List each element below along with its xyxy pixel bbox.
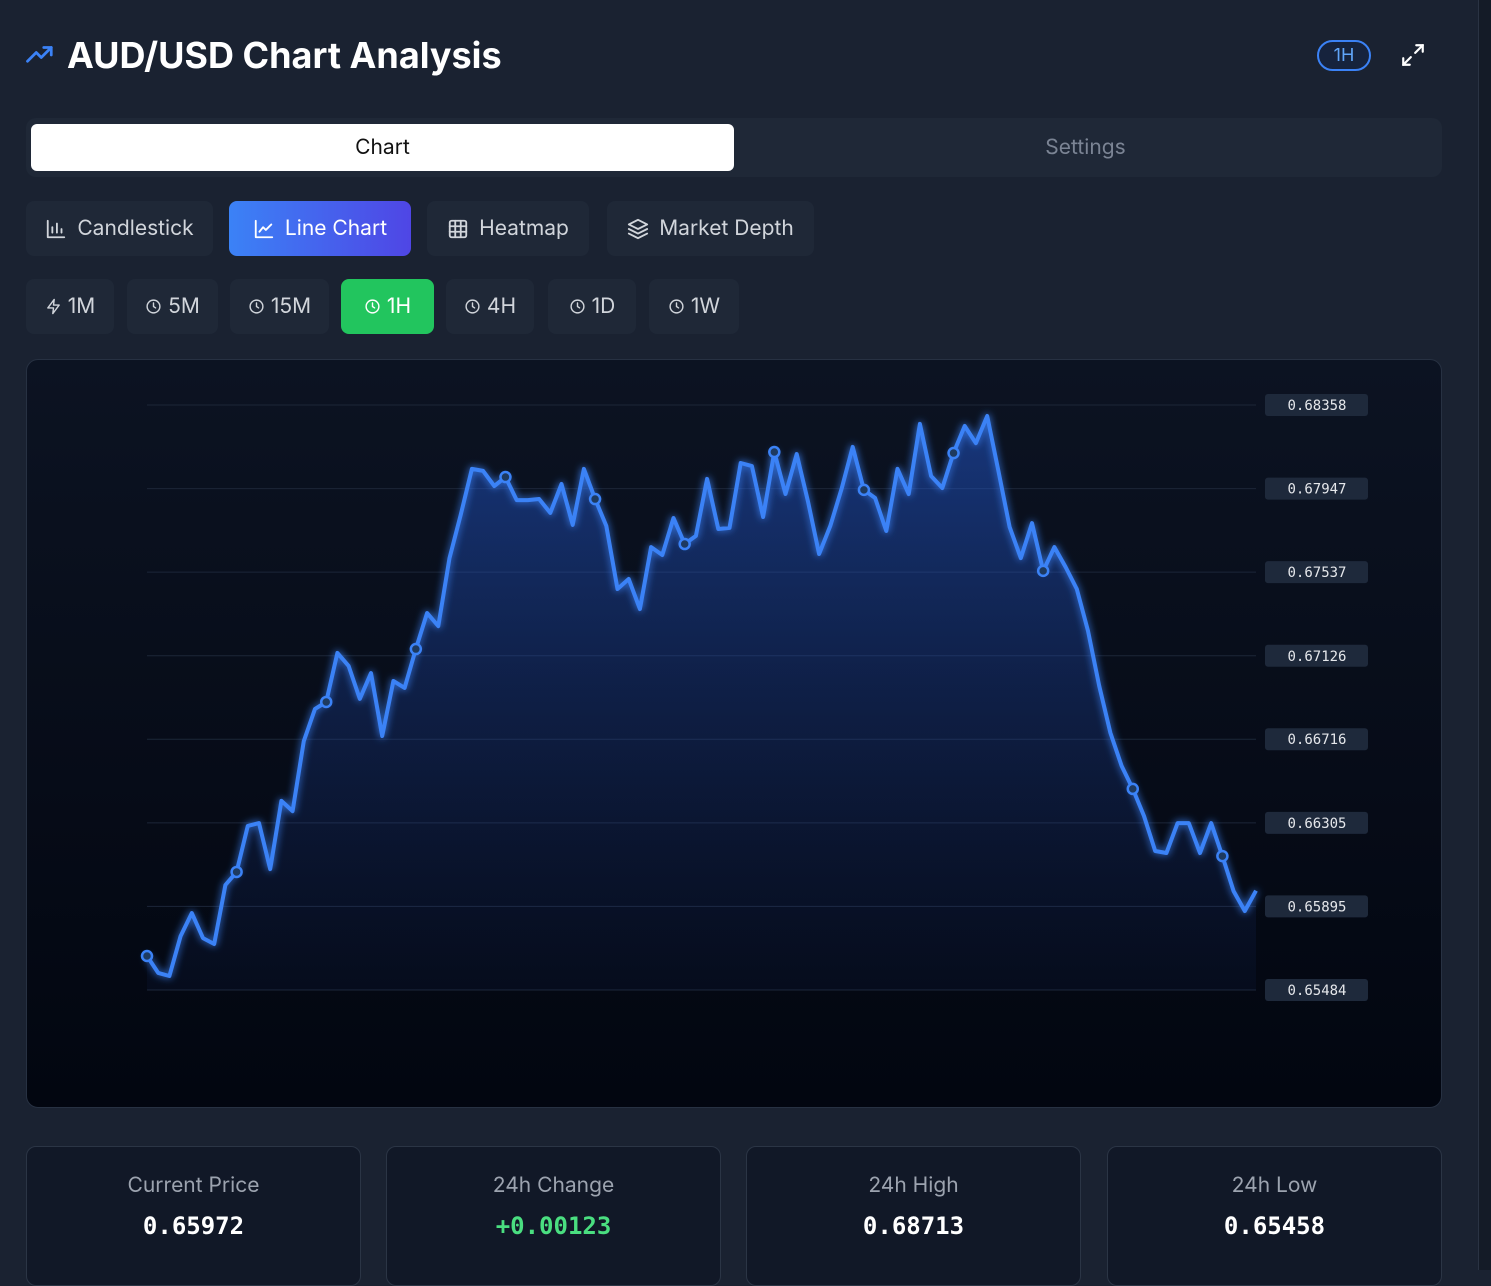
clock-icon: [669, 299, 684, 314]
chart-type-button[interactable]: Candlestick: [26, 201, 213, 256]
y-tick-label: 0.66716: [1287, 732, 1346, 748]
chart-type-button[interactable]: Line Chart: [229, 201, 411, 256]
trend-icon: [26, 46, 53, 63]
y-tick-label: 0.65484: [1287, 983, 1346, 999]
timeframe-button[interactable]: 5M: [127, 279, 218, 334]
y-tick-box: [1265, 728, 1368, 751]
y-tick-box: [1265, 477, 1368, 500]
timeframe-button[interactable]: 15M: [230, 279, 329, 334]
stat-card: Current Price 0.65972: [26, 1146, 361, 1286]
stat-value: 0.65458: [1223, 1212, 1326, 1240]
point-marker: [1216, 849, 1229, 863]
point-marker: [678, 537, 691, 551]
y-tick-label: 0.67126: [1287, 649, 1346, 665]
y-tick-label: 0.65895: [1287, 899, 1346, 915]
button-label: 15M: [270, 294, 312, 319]
y-tick-label: 0.68358: [1287, 398, 1346, 414]
y-tick-box: [1265, 895, 1368, 918]
y-tick-label: 0.66305: [1287, 816, 1346, 832]
point-marker: [319, 695, 333, 709]
button-label: Candlestick: [77, 216, 194, 241]
button-label: Market Depth: [659, 216, 794, 241]
point-marker: [1036, 564, 1050, 578]
clock-icon: [570, 299, 585, 314]
area: [147, 416, 1256, 990]
point-marker: [857, 483, 871, 497]
stat-value: 0.68713: [862, 1212, 965, 1240]
button-label: 1D: [591, 294, 616, 319]
y-tick-label: 0.67947: [1287, 482, 1346, 498]
button-label: 1M: [67, 294, 96, 319]
clock-icon: [146, 299, 161, 314]
stat-value: 0.65972: [142, 1212, 245, 1240]
chart-type-button[interactable]: Heatmap: [427, 201, 589, 256]
button-label: 4H: [486, 294, 517, 319]
timeframe-button[interactable]: 4H: [446, 279, 534, 334]
timeframe-button[interactable]: 1M: [26, 279, 114, 334]
tab-settings[interactable]: Settings: [1045, 135, 1126, 160]
point-marker: [588, 492, 602, 506]
chart: 0.68358 0.67947 0.67537 0.67126 0.66716 0.663…: [140, 394, 1368, 1001]
y-tick-box: [1265, 561, 1368, 584]
timeframe-button[interactable]: 1W: [649, 279, 739, 334]
timeframe-button[interactable]: 1H: [341, 279, 434, 334]
stat-label: Current Price: [127, 1173, 260, 1198]
y-tick-box: [1265, 644, 1368, 667]
y-tick-box: [1265, 394, 1368, 416]
stat-card: 24h High 0.68713: [746, 1146, 1081, 1286]
tab-chart[interactable]: Chart: [31, 124, 734, 171]
y-tick-box: [1265, 979, 1368, 1001]
timeframe-button[interactable]: 1D: [548, 279, 636, 334]
stat-label: 24h High: [868, 1173, 959, 1198]
clock-icon: [249, 299, 264, 314]
point-marker: [499, 470, 512, 484]
point-marker: [768, 445, 781, 459]
point-marker: [1126, 782, 1140, 796]
chart-panel: 0.68358 0.67947 0.67537 0.67126 0.66716 0.663…: [26, 359, 1442, 1108]
y-tick-box: [1265, 811, 1368, 834]
point-marker: [230, 865, 243, 879]
button-label: 1W: [690, 294, 721, 319]
timeframe-badge: 1H: [1317, 40, 1371, 71]
page-title: AUD/USD Chart Analysis: [67, 33, 502, 77]
stat-label: 24h Change: [492, 1173, 615, 1198]
button-label: 5M: [168, 294, 200, 319]
point-marker: [409, 642, 423, 656]
clock-icon: [365, 299, 380, 314]
clock-icon: [465, 299, 480, 314]
expand-button[interactable]: [1400, 42, 1426, 68]
point-marker: [140, 949, 154, 963]
stat-label: 24h Low: [1231, 1173, 1318, 1198]
zap-icon: [46, 298, 60, 315]
stat-value: +0.00123: [495, 1212, 612, 1240]
stat-card: 24h Low 0.65458: [1107, 1146, 1442, 1286]
button-label: 1H: [386, 294, 412, 319]
scroll-edge: [1478, 0, 1491, 1270]
button-label: Heatmap: [479, 216, 569, 241]
button-label: Line Chart: [284, 216, 388, 241]
chart-type-button[interactable]: Market Depth: [607, 201, 814, 256]
y-tick-label: 0.67537: [1287, 565, 1346, 581]
stat-card: 24h Change +0.00123: [386, 1146, 721, 1286]
point-marker: [947, 446, 960, 460]
line: [145, 414, 1258, 978]
